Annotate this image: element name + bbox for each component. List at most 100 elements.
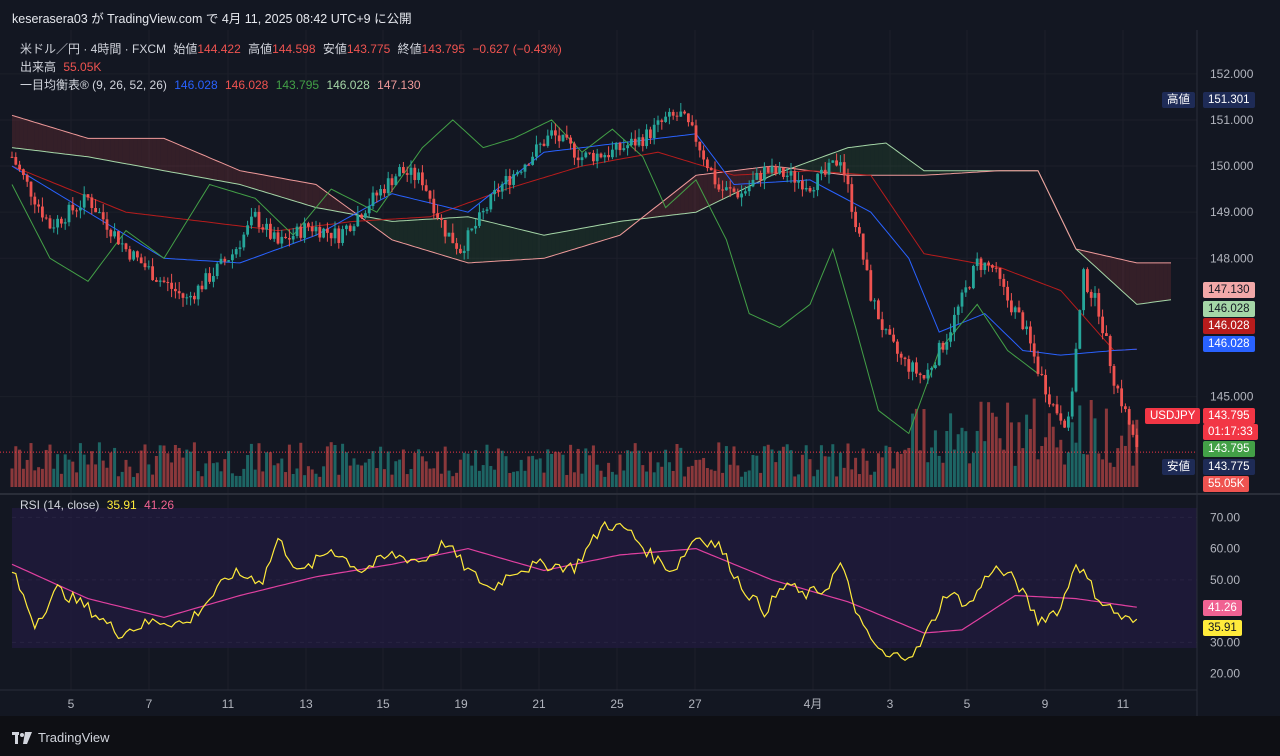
volume-bar [284,472,288,487]
candle-body [945,341,949,350]
candle-body [797,180,800,183]
candle-body [147,266,151,268]
cloud-segment [407,220,411,246]
price-tick-label: 145.000 [1210,390,1254,404]
volume-bar [333,445,337,487]
candle-body [550,130,553,136]
cloud-segment [145,138,149,168]
volume-bar [215,462,219,487]
candle-body [443,220,447,237]
candle-body [1025,326,1028,330]
cloud-segment [582,227,586,247]
candle-body [979,258,983,270]
volume-legend: 出来高 55.05K [20,58,105,75]
candle-body [432,198,436,214]
candle-body [481,210,485,213]
volume-bar [1082,454,1086,487]
cloud-segment [494,223,499,262]
candle-body [535,144,538,157]
volume-bar [629,451,633,487]
volume-bar [249,443,253,487]
volume-bar [827,456,831,487]
cloud-segment [247,172,252,188]
candle-body [41,206,44,218]
ichimoku-kijun: 146.028 [224,78,269,92]
price-tag-label: USDJPY [1145,408,1201,424]
candle-body [1124,406,1127,410]
volume-bar [702,457,706,487]
cloud-segment [418,219,423,250]
volume-bar [265,452,269,487]
candle-body [702,150,705,160]
volume-bar [728,464,732,487]
candle-body [405,173,409,175]
candle-body [409,167,413,175]
ichimoku-cloud [12,115,1171,305]
volume-bar [398,459,402,487]
cloud-segment [893,148,898,176]
candle-body [90,197,94,209]
volume-bar [1051,426,1055,487]
candle-body [307,223,310,227]
cloud-segment [99,138,104,160]
volume-bar [949,413,953,487]
volume-bar [371,451,375,487]
volume-bar [800,454,804,487]
candle-body [1059,413,1063,421]
volume-bar [922,409,926,487]
candle-body [162,280,166,283]
candle-body [500,184,504,192]
candle-body [474,225,477,229]
cloud-segment [555,232,560,255]
candle-body [645,129,648,147]
volume-bar [135,473,139,487]
cloud-segment [612,222,617,238]
cloud-segment [1133,262,1137,305]
candle-body [820,169,823,174]
cloud-segment [927,170,932,176]
candle-body [48,218,52,229]
volume-bar [44,449,48,487]
candle-body [903,357,907,360]
rsi-legend: RSI (14, close) 35.91 41.26 [20,498,178,512]
cloud-segment [912,162,917,176]
candle-body [56,218,59,228]
candle-body [998,268,1002,279]
candle-body [611,149,614,158]
volume-bar [576,448,580,487]
candle-body [459,248,462,254]
cloud-segment [1102,255,1107,277]
candle-body [759,173,762,181]
cloud-segment [654,205,658,218]
price-tick-label: 149.000 [1210,205,1254,219]
price-tag: 151.301 [1203,92,1255,108]
candle-body [1074,348,1078,392]
candle-body [451,232,455,244]
rsi-tick-label: 30.00 [1210,635,1240,649]
candle-body [170,282,173,289]
chart-canvas[interactable]: 152.000 151.000 150.000 149.000 148.000 145.0… [0,0,1280,716]
candle-body [291,236,295,240]
volume-bar [223,459,227,487]
cloud-segment [525,230,529,260]
cloud-segment [551,233,556,256]
volume-bar [588,455,592,487]
candle-body [728,187,732,189]
volume-bar [565,474,569,487]
candle-body [717,184,721,190]
volume-bar [1070,422,1074,487]
candle-body [744,191,747,194]
candle-body [504,176,508,185]
cloud-segment [513,227,518,261]
volume-bar [405,474,409,487]
volume-bar [40,468,44,487]
volume-bar [97,442,101,487]
candle-body [52,227,56,229]
volume-bar [352,458,356,487]
volume-bar [242,468,246,487]
candle-body [185,297,189,299]
cloud-segment [266,175,271,194]
volume-bar [261,471,265,487]
candle-body [166,282,170,284]
candle-body [892,334,895,342]
